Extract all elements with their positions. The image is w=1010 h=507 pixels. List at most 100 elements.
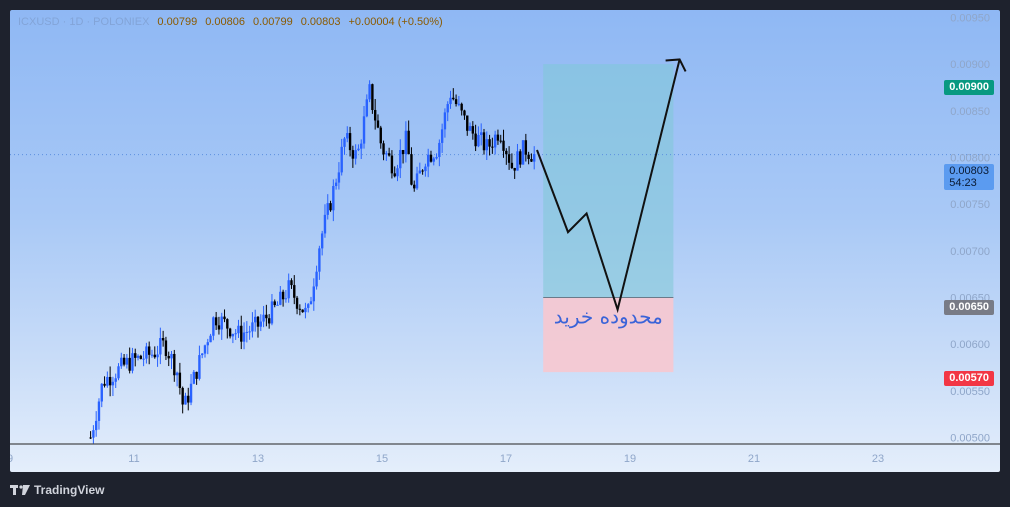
candle-body-138 bbox=[474, 133, 477, 147]
candle-body-62 bbox=[262, 314, 265, 322]
candle-body-113 bbox=[404, 130, 408, 155]
candle-body-59 bbox=[254, 316, 257, 323]
candle-body-64 bbox=[267, 318, 271, 324]
candle-body-29 bbox=[170, 353, 173, 359]
candle-body-61 bbox=[259, 321, 262, 327]
brand-name[interactable]: TradingView bbox=[34, 483, 105, 497]
candle-body-147 bbox=[499, 140, 502, 142]
x-tick-label-4: 17 bbox=[500, 453, 512, 465]
candle-body-134 bbox=[463, 110, 466, 116]
candle-body-54 bbox=[240, 325, 243, 342]
candle-body-70 bbox=[284, 298, 288, 300]
candle-body-105 bbox=[382, 143, 385, 155]
candle-body-131 bbox=[454, 99, 458, 105]
candle-body-95 bbox=[354, 150, 357, 159]
chart-canvas[interactable]: محدوده خرید 9 11 13 15 17 19 21 23 0.00500 0.00550… bbox=[10, 10, 1000, 472]
candle-body-119 bbox=[421, 170, 424, 172]
candle-body-151 bbox=[510, 162, 514, 168]
candle-body-114 bbox=[407, 130, 410, 155]
candle-body-97 bbox=[360, 143, 363, 149]
candle-body-43 bbox=[209, 335, 212, 343]
candle-body-158 bbox=[530, 158, 533, 162]
candle-body-75 bbox=[298, 308, 302, 310]
candle-body-31 bbox=[175, 372, 179, 376]
candle-body-159 bbox=[533, 154, 536, 162]
candle-body-99 bbox=[365, 99, 369, 117]
candle-body-94 bbox=[351, 150, 355, 159]
candle-body-104 bbox=[379, 127, 382, 144]
candle-body-143 bbox=[488, 139, 491, 147]
candle-body-80 bbox=[312, 286, 315, 302]
candle-body-37 bbox=[192, 371, 196, 384]
candle-body-154 bbox=[519, 151, 522, 165]
symbol-name[interactable]: ICXUSD · 1D · POLONIEX bbox=[18, 16, 150, 28]
candle-body-25 bbox=[159, 338, 162, 355]
candle-body-28 bbox=[167, 356, 170, 359]
candle-body-55 bbox=[242, 332, 246, 342]
candle-body-127 bbox=[443, 112, 447, 130]
chart-frame[interactable]: محدوده خرید 9 11 13 15 17 19 21 23 0.00500 0.00550… bbox=[10, 10, 1000, 472]
candle-body-34 bbox=[184, 395, 187, 405]
candle-body-140 bbox=[480, 132, 483, 135]
candle-body-118 bbox=[418, 170, 422, 174]
target-price-tag: 0.00900 bbox=[944, 80, 994, 95]
candle-body-22 bbox=[150, 354, 154, 356]
candle-body-46 bbox=[217, 325, 221, 330]
candle-body-74 bbox=[295, 297, 299, 309]
current-price-tag: 0.00803 54:23 bbox=[944, 164, 994, 190]
candle-body-132 bbox=[457, 103, 461, 105]
candle-body-148 bbox=[502, 140, 505, 151]
candle-body-18 bbox=[139, 355, 143, 359]
candle-body-79 bbox=[309, 301, 313, 305]
candle-body-144 bbox=[491, 146, 494, 148]
candle-body-129 bbox=[449, 97, 452, 105]
candle-body-92 bbox=[346, 133, 349, 139]
candle-body-117 bbox=[415, 173, 419, 189]
y-tick-label-2: 0.00600 bbox=[950, 339, 990, 351]
candle-body-91 bbox=[343, 138, 346, 147]
candle-body-81 bbox=[315, 271, 318, 287]
candle-body-101 bbox=[371, 84, 374, 110]
candle-body-112 bbox=[401, 149, 405, 155]
candle-body-111 bbox=[399, 149, 402, 169]
candle-body-32 bbox=[178, 372, 182, 388]
tradingview-logo-icon bbox=[10, 485, 30, 495]
candle-body-86 bbox=[329, 203, 332, 211]
candle-body-35 bbox=[187, 395, 190, 403]
candle-body-93 bbox=[348, 133, 352, 151]
candle-body-152 bbox=[513, 167, 516, 171]
candle-body-100 bbox=[368, 84, 371, 100]
candle-body-103 bbox=[376, 120, 380, 128]
candle-body-153 bbox=[516, 151, 519, 171]
candle-body-1 bbox=[92, 430, 95, 438]
candle-body-126 bbox=[440, 129, 444, 143]
candle-body-76 bbox=[301, 309, 304, 313]
candle-body-115 bbox=[410, 154, 413, 185]
loss-zone bbox=[543, 297, 674, 373]
candle-body-40 bbox=[201, 353, 204, 356]
candle-body-16 bbox=[134, 353, 137, 358]
candle-body-48 bbox=[223, 316, 226, 320]
symbol-legend[interactable]: ICXUSD · 1D · POLONIEX 0.00799 0.00806 0… bbox=[18, 16, 443, 28]
candle-body-110 bbox=[396, 168, 399, 177]
candle-body-157 bbox=[527, 154, 530, 159]
y-tick-label-4: 0.00700 bbox=[950, 246, 990, 258]
candle-body-58 bbox=[251, 322, 254, 332]
candle-body-65 bbox=[270, 301, 274, 324]
ohlc-close: 0.00803 bbox=[300, 16, 341, 28]
candle-body-85 bbox=[326, 203, 329, 215]
candle-body-68 bbox=[279, 291, 282, 305]
candle-body-149 bbox=[505, 150, 508, 155]
candle-body-41 bbox=[203, 345, 207, 354]
candle-body-47 bbox=[220, 316, 223, 330]
candle-body-146 bbox=[496, 134, 500, 141]
candle-body-89 bbox=[337, 172, 341, 183]
candle-body-53 bbox=[237, 325, 240, 334]
candle-body-150 bbox=[507, 154, 511, 163]
candle-body-15 bbox=[131, 353, 134, 371]
candle-body-83 bbox=[320, 233, 324, 249]
x-tick-label-2: 13 bbox=[252, 453, 264, 465]
buy-zone-label: محدوده خرید bbox=[554, 304, 663, 328]
candle-body-38 bbox=[195, 371, 198, 379]
candle-body-128 bbox=[446, 104, 449, 113]
